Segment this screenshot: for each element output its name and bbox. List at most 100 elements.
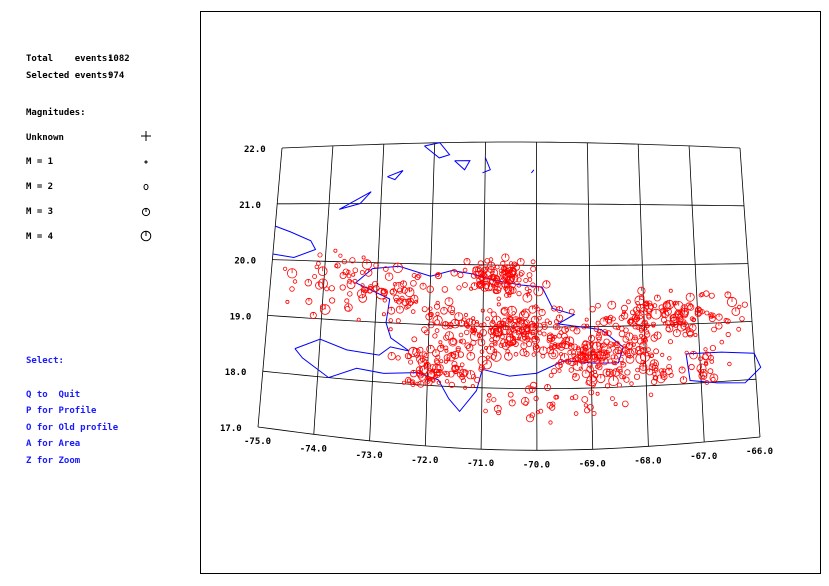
event-marker [593, 326, 600, 332]
lon-tick-label: -67.0 [690, 452, 717, 462]
event-marker [648, 392, 654, 397]
event-marker [703, 347, 708, 352]
event-marker [707, 368, 714, 375]
event-marker [443, 334, 450, 341]
lon-tick-label: -72.0 [411, 456, 438, 466]
event-marker [639, 351, 651, 362]
menu-item-quit[interactable]: Q to Quit [26, 390, 81, 400]
coastline-segment [338, 191, 372, 210]
event-marker [530, 265, 537, 272]
event-marker [421, 306, 428, 313]
event-marker [462, 317, 467, 322]
legend-label-m1: M = 1 [26, 157, 54, 167]
select-title: Select: [26, 356, 64, 366]
event-marker [436, 380, 442, 385]
event-marker [652, 371, 657, 377]
event-marker [477, 260, 484, 267]
event-marker [531, 335, 540, 345]
event-marker [618, 314, 625, 321]
event-marker [648, 352, 654, 359]
event-marker [715, 322, 723, 330]
event-marker [513, 262, 518, 267]
event-marker [401, 286, 408, 294]
parallel-line [262, 370, 757, 389]
selected-events-value: 974 [108, 71, 125, 81]
event-marker [611, 342, 616, 347]
menu-item-area[interactable]: A for Area [26, 439, 81, 449]
event-marker [341, 258, 348, 265]
event-marker [626, 352, 632, 358]
event-marker [587, 362, 593, 368]
menu-item-profile[interactable]: P for Profile [26, 406, 97, 416]
event-marker [615, 325, 621, 331]
event-marker [646, 347, 651, 353]
event-marker [434, 319, 441, 326]
medium-circle-icon [141, 207, 151, 217]
event-marker [410, 381, 416, 387]
event-marker [585, 380, 591, 386]
event-marker [527, 277, 533, 282]
event-marker [338, 253, 343, 258]
event-marker [381, 289, 387, 295]
event-marker [596, 345, 602, 351]
event-marker [431, 378, 436, 383]
selected-events-label: Selected events: [26, 71, 113, 81]
event-marker [571, 353, 577, 359]
event-marker [524, 286, 530, 291]
event-marker [292, 279, 298, 284]
event-marker [582, 345, 589, 352]
lat-tick-label: 21.0 [239, 201, 261, 211]
event-marker [502, 317, 507, 323]
meridian-line [586, 142, 594, 450]
event-marker [421, 351, 428, 357]
event-marker [490, 354, 497, 361]
event-marker [489, 320, 496, 327]
event-marker [596, 364, 603, 371]
event-marker [396, 287, 404, 294]
event-marker [572, 373, 577, 378]
event-marker [430, 368, 436, 373]
event-marker [618, 356, 624, 363]
lon-tick-label: -74.0 [300, 444, 327, 454]
map-frame[interactable] [200, 11, 821, 574]
event-marker [530, 329, 536, 335]
meridian-line [688, 145, 705, 443]
event-marker [668, 372, 674, 378]
event-marker [610, 396, 615, 402]
event-marker [600, 357, 609, 366]
event-marker [618, 330, 626, 338]
event-marker [508, 289, 513, 295]
event-marker [552, 324, 559, 330]
meridian-line [637, 144, 649, 447]
event-marker [457, 351, 464, 358]
meridian-line [313, 145, 334, 435]
event-marker [516, 282, 522, 288]
event-marker [737, 304, 742, 309]
event-marker [487, 327, 495, 335]
event-marker [621, 400, 629, 408]
event-marker [548, 372, 554, 378]
event-marker [704, 310, 710, 316]
event-marker [641, 338, 646, 343]
lat-tick-label: 19.0 [230, 312, 252, 322]
event-marker [739, 316, 745, 322]
event-marker [535, 409, 541, 415]
event-marker [662, 308, 667, 313]
event-marker [427, 376, 433, 382]
event-marker [571, 343, 578, 351]
event-marker [601, 329, 609, 336]
event-marker [644, 323, 650, 329]
menu-item-zoom[interactable]: Z for Zoom [26, 456, 81, 466]
event-marker [480, 308, 485, 313]
event-marker [463, 312, 469, 318]
event-marker [613, 355, 619, 360]
event-marker [339, 284, 346, 291]
event-marker [595, 391, 600, 396]
event-marker [553, 394, 559, 400]
menu-item-old-profile[interactable]: O for Old profile [26, 423, 119, 433]
event-marker [538, 408, 544, 414]
event-marker [698, 356, 703, 362]
event-marker [457, 272, 464, 279]
event-marker [459, 362, 465, 368]
